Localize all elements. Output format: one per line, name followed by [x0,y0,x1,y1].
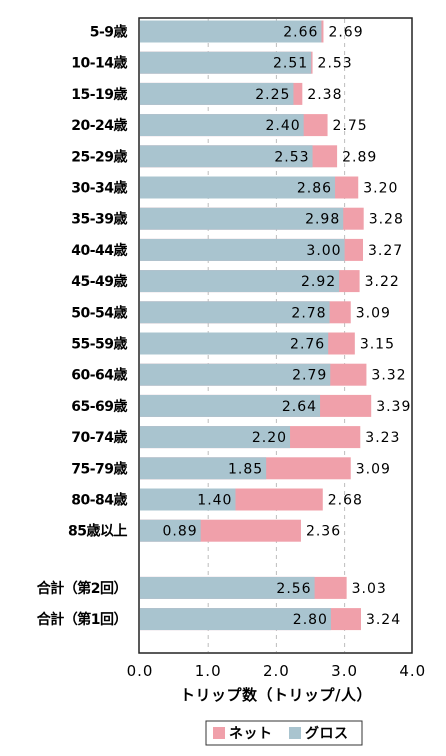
data-label-net: 2.53 [318,56,353,72]
data-label-net: 3.09 [356,461,391,477]
data-label-gross: 1.40 [197,493,232,509]
bar-gross [140,576,315,599]
bar-gross [140,332,329,355]
data-label-net: 3.39 [376,399,411,415]
legend-swatch-net [213,727,225,739]
category-label: 35-39歳 [71,211,127,228]
data-label-net: 2.68 [328,493,363,509]
category-label: 40-44歳 [71,242,127,259]
category-label: 30-34歳 [71,180,127,197]
data-label-gross: 2.86 [297,181,332,197]
data-label-gross: 2.76 [290,337,325,353]
data-label-gross: 2.80 [293,612,328,628]
bar-gross [140,488,236,511]
data-label-net: 2.75 [333,118,368,134]
category-label: 60-64歳 [71,367,127,384]
data-label-gross: 2.66 [283,25,318,41]
data-label-net: 3.03 [352,581,387,597]
bar-gross [140,82,294,105]
data-label-net: 3.20 [363,181,398,197]
bar-gross [140,207,344,230]
data-label-net: 2.36 [306,524,341,540]
data-label-net: 2.38 [307,87,342,103]
category-label: 15-19歳 [71,86,127,103]
bar-gross [140,301,330,324]
bar-gross [140,457,267,480]
bar-gross [140,426,291,449]
category-label: 25-29歳 [71,148,127,165]
data-label-net: 3.27 [368,243,403,259]
bar-gross [140,51,312,74]
data-label-gross: 1.85 [228,461,263,477]
bar-gross [140,20,322,43]
data-label-gross: 0.89 [163,524,198,540]
data-label-gross: 2.51 [273,56,308,72]
data-label-gross: 2.98 [305,212,340,228]
data-label-net: 3.09 [356,305,391,321]
data-label-gross: 2.25 [255,87,290,103]
legend: ネット グロス [205,720,363,746]
x-tick-label: 4.0 [399,662,426,680]
x-tick-labels: 0.0 1.0 2.0 3.0 4.0 [127,662,426,680]
data-label-net: 3.15 [360,337,395,353]
data-label-net: 3.32 [371,368,406,384]
category-labels: 5-9歳 10-14歳 15-19歳 20-24歳 25-29歳 30-34歳 35-39歳… [37,24,128,629]
legend-swatch-gross [289,727,301,739]
data-label-net: 3.23 [365,430,400,446]
data-label-net: 2.89 [342,149,377,165]
bar-gross [140,608,331,631]
category-label: 70-74歳 [71,429,127,446]
category-label: 合計（第2回） [37,580,127,597]
x-tick-label: 2.0 [263,662,290,680]
bars [140,20,372,631]
bar-gross [140,363,331,386]
category-label: 75-79歳 [71,460,127,477]
bar-gross [140,394,321,417]
bar-gross [140,270,340,293]
category-label: 5-9歳 [90,24,128,41]
legend-label-gross: グロス [305,725,349,742]
category-label: 85歳以上 [68,523,127,540]
data-label-gross: 2.64 [282,399,317,415]
bar-gross [140,145,313,168]
category-label: 10-14歳 [71,55,127,72]
data-label-gross: 2.92 [301,274,336,290]
category-label: 50-54歳 [71,304,127,321]
legend-frame [205,720,363,746]
category-label: 合計（第1回） [37,611,127,628]
category-label: 45-49歳 [71,273,127,290]
data-label-gross: 3.00 [306,243,341,259]
x-tick-label: 0.0 [127,662,154,680]
category-label: 80-84歳 [71,492,127,509]
category-label: 65-69歳 [71,398,127,415]
data-label-net: 2.69 [328,25,363,41]
data-label-gross: 2.53 [274,149,309,165]
bar-gross [140,238,345,261]
data-label-net: 3.28 [369,212,404,228]
data-label-gross: 2.20 [252,430,287,446]
category-label: 55-59歳 [71,336,127,353]
legend-label-net: ネット [229,726,273,742]
x-tick-label: 1.0 [195,662,222,680]
value-labels: 2.66 2.69 2.51 2.53 2.25 2.38 2.40 2.75 2.53 2.89… [163,25,411,629]
bar-gross [140,176,336,199]
category-label: 20-24歳 [71,117,127,134]
data-label-gross: 2.40 [266,118,301,134]
x-axis-label: トリップ数（トリップ/人） [180,686,372,704]
data-label-net: 3.24 [366,612,401,628]
x-tick-label: 3.0 [331,662,358,680]
bar-gross [140,114,304,137]
bar-gross [140,519,201,542]
data-label-gross: 2.79 [292,368,327,384]
data-label-net: 3.22 [365,274,400,290]
data-label-gross: 2.56 [276,581,311,597]
data-label-gross: 2.78 [291,305,326,321]
